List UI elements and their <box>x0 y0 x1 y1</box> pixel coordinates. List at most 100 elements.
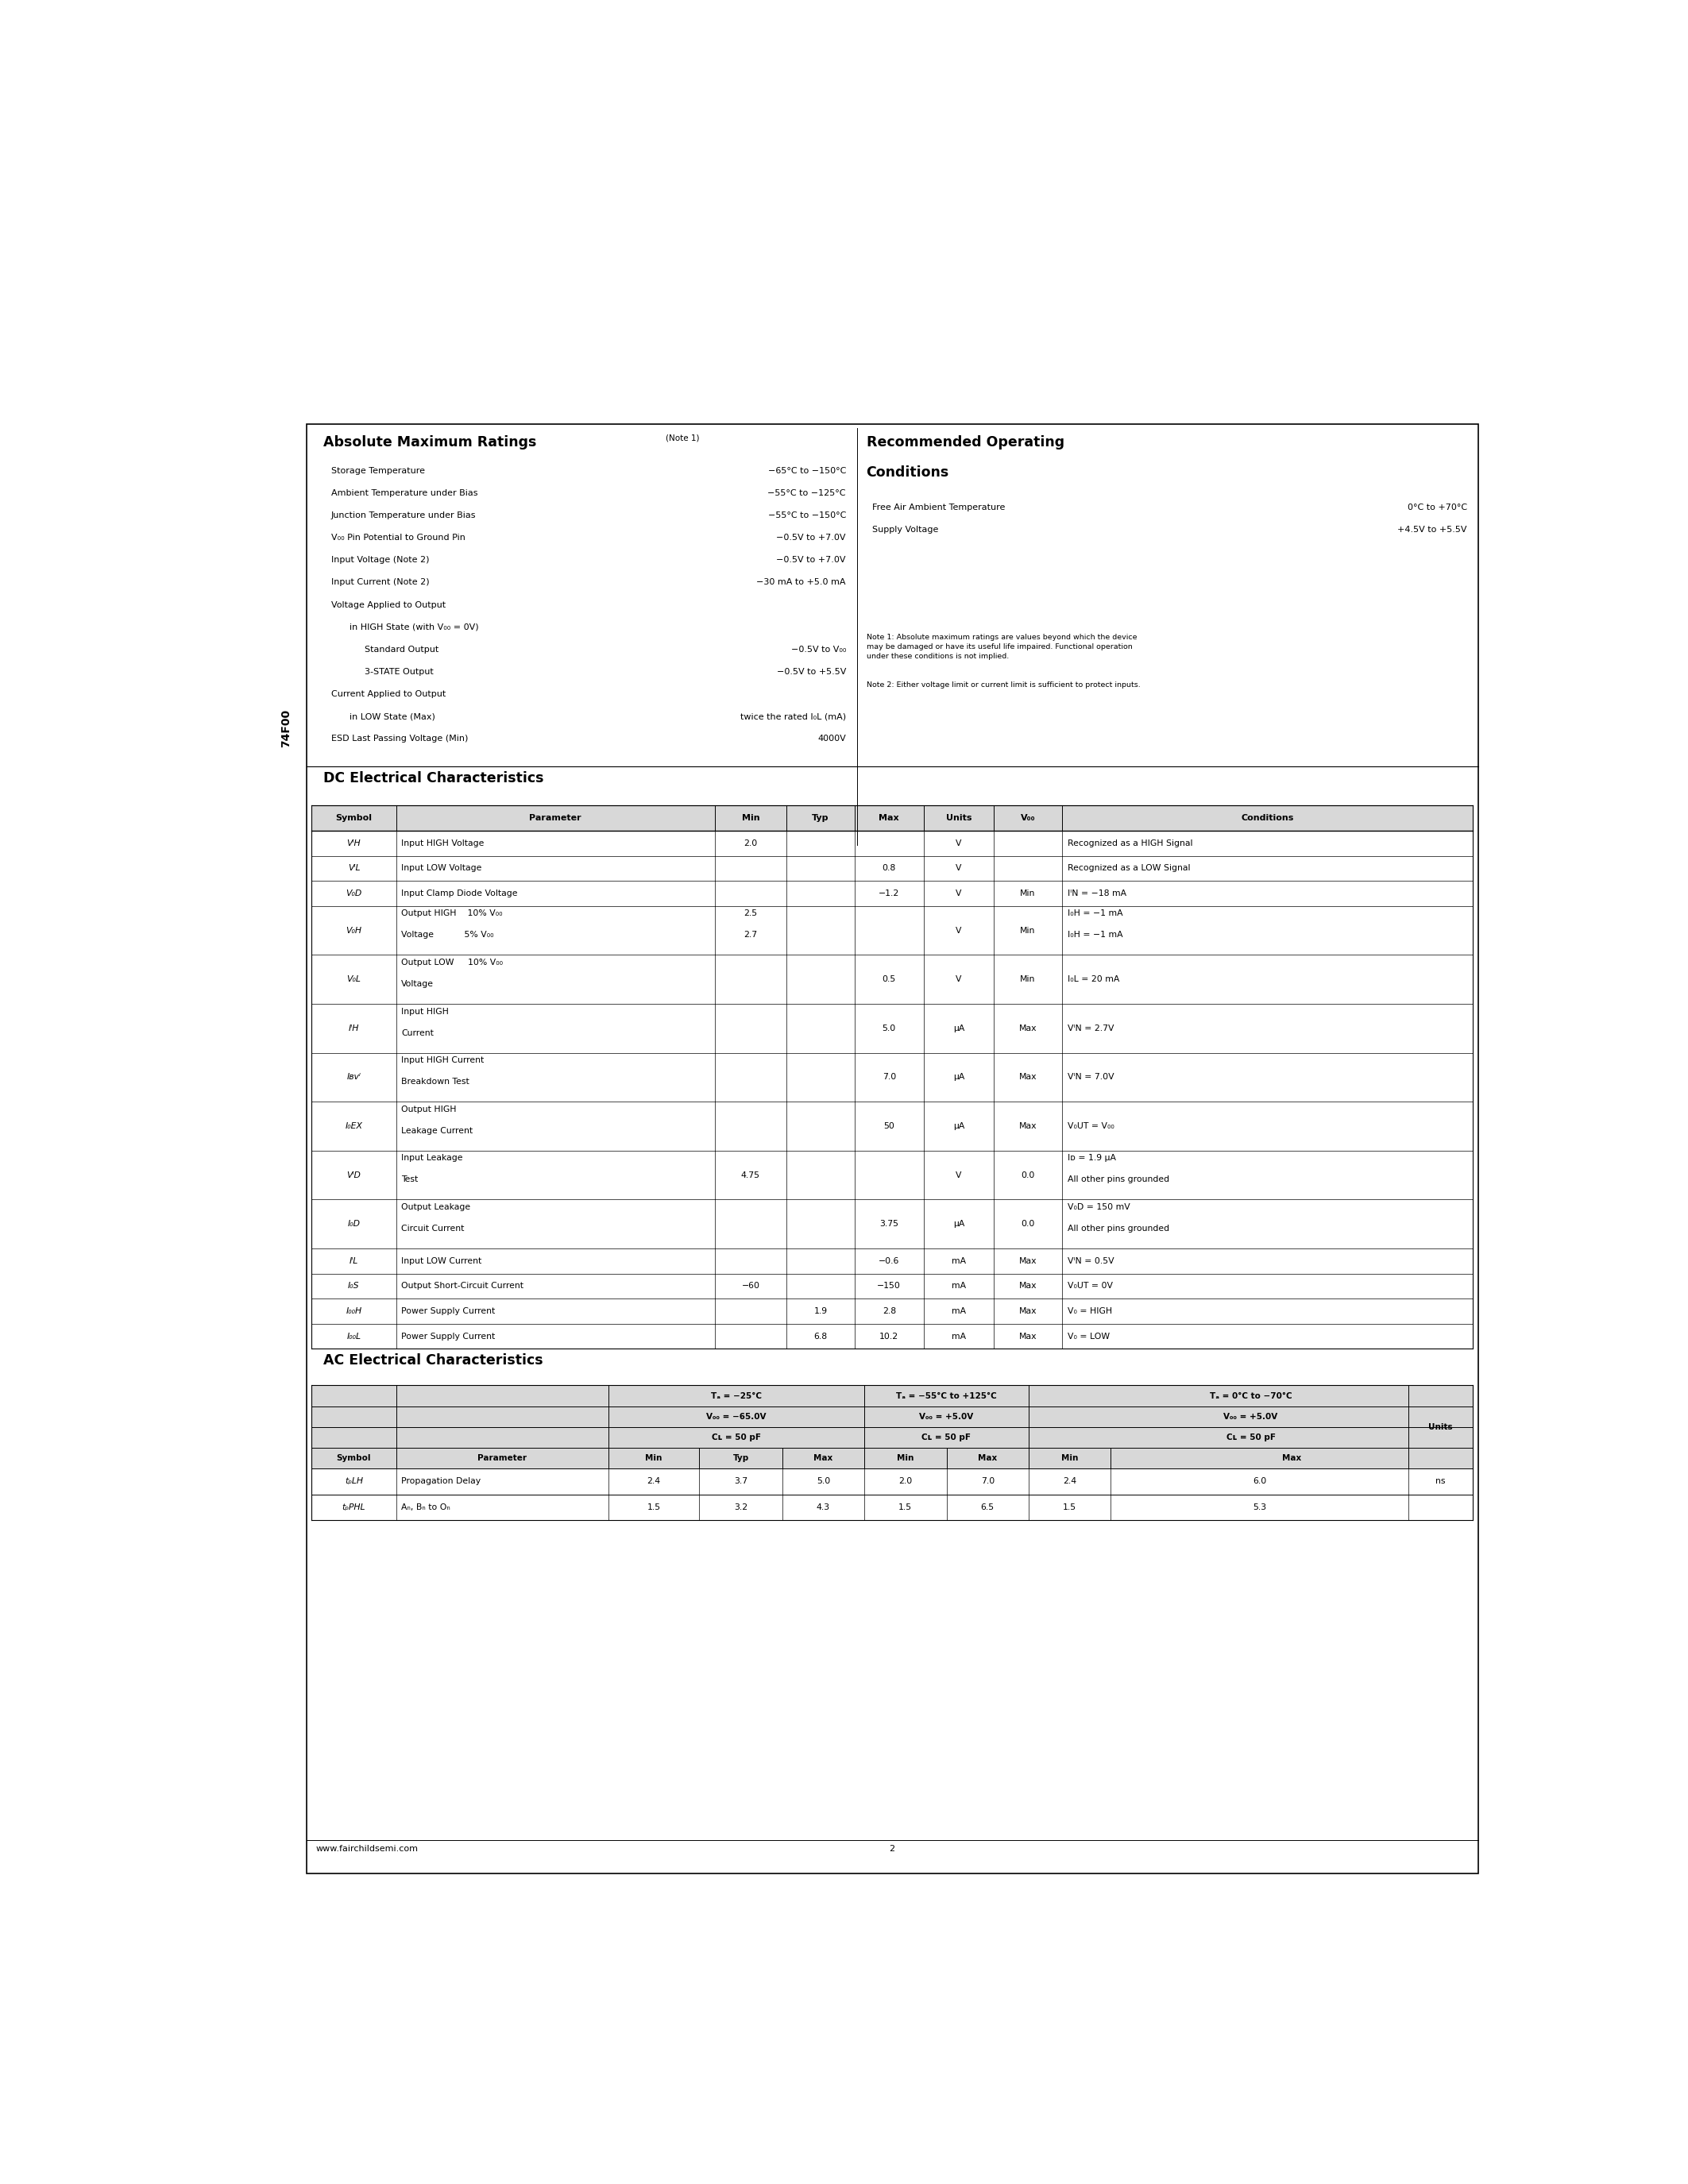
Text: VᴵH: VᴵH <box>346 839 361 847</box>
Text: Conditions: Conditions <box>866 465 949 480</box>
Text: (Note 1): (Note 1) <box>665 435 699 441</box>
Text: 4000V: 4000V <box>817 734 846 743</box>
Text: 7.0: 7.0 <box>883 1072 896 1081</box>
Text: ESD Last Passing Voltage (Min): ESD Last Passing Voltage (Min) <box>331 734 468 743</box>
Text: V₀₀ = −65.0V: V₀₀ = −65.0V <box>706 1413 766 1420</box>
Text: I₀D: I₀D <box>348 1221 360 1227</box>
Text: in HIGH State (with V₀₀ = 0V): in HIGH State (with V₀₀ = 0V) <box>349 622 479 631</box>
Text: Note 2: Either voltage limit or current limit is sufficient to protect inputs.: Note 2: Either voltage limit or current … <box>866 681 1139 688</box>
Text: Leakage Current: Leakage Current <box>402 1127 473 1136</box>
Text: Output HIGH    10% V₀₀: Output HIGH 10% V₀₀ <box>402 911 503 917</box>
Text: V₀D: V₀D <box>346 889 361 898</box>
Text: Power Supply Current: Power Supply Current <box>402 1332 495 1341</box>
Text: I₀L = 20 mA: I₀L = 20 mA <box>1067 976 1119 983</box>
Text: Voltage: Voltage <box>402 981 434 987</box>
Text: Iᴅ = 1.9 μA: Iᴅ = 1.9 μA <box>1067 1155 1116 1162</box>
Text: Typ: Typ <box>812 815 829 821</box>
Text: Parameter: Parameter <box>530 815 581 821</box>
Text: V₀₀: V₀₀ <box>1021 815 1035 821</box>
Text: I₀H = −1 mA: I₀H = −1 mA <box>1067 911 1123 917</box>
Text: 50: 50 <box>883 1123 895 1129</box>
Text: −0.6: −0.6 <box>879 1258 900 1265</box>
Text: Cʟ = 50 pF: Cʟ = 50 pF <box>922 1433 971 1441</box>
Text: mA: mA <box>952 1282 966 1291</box>
Text: VᴵN = 7.0V: VᴵN = 7.0V <box>1067 1072 1114 1081</box>
Text: I₀H = −1 mA: I₀H = −1 mA <box>1067 930 1123 939</box>
Text: tₚPHL: tₚPHL <box>343 1503 366 1511</box>
Text: Recommended Operating: Recommended Operating <box>866 435 1063 450</box>
Text: 1.9: 1.9 <box>814 1308 827 1315</box>
Text: DC Electrical Characteristics: DC Electrical Characteristics <box>324 771 544 786</box>
Text: Storage Temperature: Storage Temperature <box>331 467 425 474</box>
Text: Current Applied to Output: Current Applied to Output <box>331 690 446 699</box>
Text: V: V <box>955 839 962 847</box>
Text: Max: Max <box>1020 1282 1036 1291</box>
Text: V₀ = LOW: V₀ = LOW <box>1067 1332 1109 1341</box>
Text: −60: −60 <box>741 1282 760 1291</box>
Text: ns: ns <box>1436 1479 1445 1485</box>
Text: −30 mA to +5.0 mA: −30 mA to +5.0 mA <box>756 579 846 587</box>
Text: Cʟ = 50 pF: Cʟ = 50 pF <box>1225 1433 1276 1441</box>
Text: Input Leakage: Input Leakage <box>402 1155 463 1162</box>
Text: Iʙvᴵ: Iʙvᴵ <box>346 1072 361 1081</box>
Text: 2.4: 2.4 <box>647 1479 660 1485</box>
Text: V₀H: V₀H <box>346 926 361 935</box>
Text: V₀UT = 0V: V₀UT = 0V <box>1067 1282 1112 1291</box>
Text: Min: Min <box>1062 1455 1079 1461</box>
Text: Units: Units <box>1428 1424 1453 1431</box>
Text: Power Supply Current: Power Supply Current <box>402 1308 495 1315</box>
Text: Standard Output: Standard Output <box>365 646 439 653</box>
Text: Recognized as a HIGH Signal: Recognized as a HIGH Signal <box>1067 839 1192 847</box>
Bar <box>307 424 1479 1874</box>
Text: twice the rated I₀L (mA): twice the rated I₀L (mA) <box>741 712 846 721</box>
Text: VᴵL: VᴵL <box>348 865 360 871</box>
Text: 4.75: 4.75 <box>741 1171 760 1179</box>
Text: 1.5: 1.5 <box>898 1503 912 1511</box>
Text: Typ: Typ <box>733 1455 749 1461</box>
Text: 2.0: 2.0 <box>898 1479 912 1485</box>
Text: Max: Max <box>1020 1072 1036 1081</box>
Text: −55°C to −150°C: −55°C to −150°C <box>768 511 846 520</box>
Text: Max: Max <box>1020 1024 1036 1033</box>
Text: V: V <box>955 865 962 871</box>
Text: Tₐ = 0°C to −70°C: Tₐ = 0°C to −70°C <box>1210 1391 1291 1400</box>
Text: Propagation Delay: Propagation Delay <box>402 1479 481 1485</box>
Text: V: V <box>955 926 962 935</box>
Text: V₀₀ Pin Potential to Ground Pin: V₀₀ Pin Potential to Ground Pin <box>331 533 466 542</box>
Text: mA: mA <box>952 1258 966 1265</box>
Text: Min: Min <box>645 1455 662 1461</box>
Text: Symbol: Symbol <box>336 1455 371 1461</box>
Text: Aₙ, Bₙ to Oₙ: Aₙ, Bₙ to Oₙ <box>402 1503 451 1511</box>
Text: VᴵN = 2.7V: VᴵN = 2.7V <box>1067 1024 1114 1033</box>
Text: mA: mA <box>952 1308 966 1315</box>
Text: Min: Min <box>1020 926 1036 935</box>
Text: 3-STATE Output: 3-STATE Output <box>365 668 434 675</box>
Text: Junction Temperature under Bias: Junction Temperature under Bias <box>331 511 476 520</box>
Text: 3.75: 3.75 <box>879 1221 898 1227</box>
Text: Test: Test <box>402 1175 419 1184</box>
Text: Breakdown Test: Breakdown Test <box>402 1079 469 1085</box>
Text: 6.0: 6.0 <box>1252 1479 1266 1485</box>
Text: μA: μA <box>954 1024 964 1033</box>
Text: Input HIGH Current: Input HIGH Current <box>402 1057 484 1064</box>
Text: Max: Max <box>1020 1308 1036 1315</box>
Bar <box>311 1385 1474 1468</box>
Text: Circuit Current: Circuit Current <box>402 1225 464 1232</box>
Text: www.fairchildsemi.com: www.fairchildsemi.com <box>316 1845 419 1852</box>
Text: 0.0: 0.0 <box>1021 1221 1035 1227</box>
Text: Symbol: Symbol <box>336 815 371 821</box>
Text: VᴵD: VᴵD <box>346 1171 361 1179</box>
Text: tₚLH: tₚLH <box>344 1479 363 1485</box>
Text: Input LOW Current: Input LOW Current <box>402 1258 481 1265</box>
Text: V₀UT = V₀₀: V₀UT = V₀₀ <box>1067 1123 1114 1129</box>
Text: 2.4: 2.4 <box>1063 1479 1077 1485</box>
Text: IᴵL: IᴵL <box>349 1258 358 1265</box>
Text: Input HIGH: Input HIGH <box>402 1007 449 1016</box>
Text: Input HIGH Voltage: Input HIGH Voltage <box>402 839 484 847</box>
Text: Absolute Maximum Ratings: Absolute Maximum Ratings <box>324 435 537 450</box>
Text: −1.2: −1.2 <box>879 889 900 898</box>
Text: V₀ = HIGH: V₀ = HIGH <box>1067 1308 1112 1315</box>
Text: −55°C to −125°C: −55°C to −125°C <box>768 489 846 498</box>
Text: 0.8: 0.8 <box>883 865 896 871</box>
Text: I₀S: I₀S <box>348 1282 360 1291</box>
